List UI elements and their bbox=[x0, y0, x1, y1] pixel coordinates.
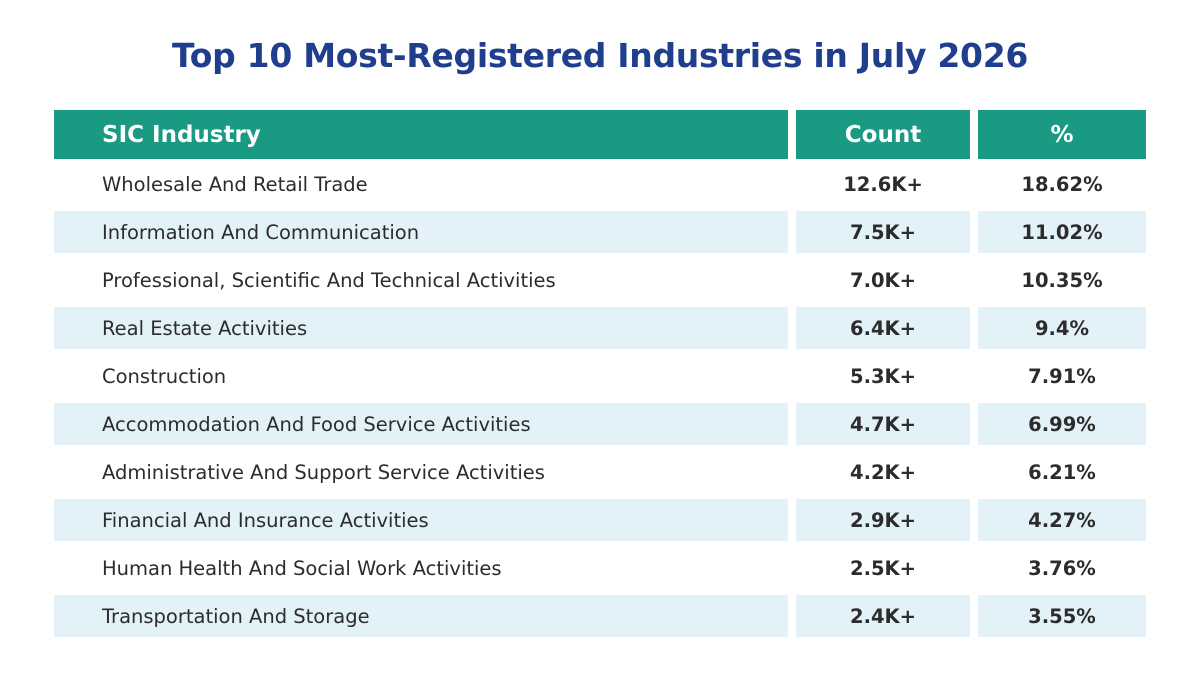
table-row: Wholesale And Retail Trade 12.6K+ 18.62% bbox=[54, 160, 1146, 208]
header-count: Count bbox=[796, 110, 970, 159]
percent-cell: 11.02% bbox=[978, 208, 1146, 256]
count-cell: 7.5K+ bbox=[796, 208, 970, 256]
count-cell: 6.4K+ bbox=[796, 304, 970, 352]
table-row: Administrative And Support Service Activ… bbox=[54, 448, 1146, 496]
percent-cell: 3.76% bbox=[1028, 556, 1096, 580]
table-row: Financial And Insurance Activities 2.9K+ 4… bbox=[54, 496, 1146, 544]
table-row: Real Estate Activities 6.4K+ 9.4% bbox=[54, 304, 1146, 352]
percent-cell: 18.62% bbox=[1021, 172, 1103, 196]
table-row: Construction 5.3K+ 7.91% bbox=[54, 352, 1146, 400]
percent-cell: 6.21% bbox=[1028, 460, 1096, 484]
industry-name-cell: Transportation And Storage bbox=[54, 592, 788, 640]
table-body: Wholesale And Retail Trade 12.6K+ 18.62% In… bbox=[54, 160, 1146, 640]
industry-name-cell: Information And Communication bbox=[54, 208, 788, 256]
industry-name-cell: Real Estate Activities bbox=[54, 304, 788, 352]
count-cell: 2.4K+ bbox=[796, 592, 970, 640]
industry-name-cell: Accommodation And Food Service Activitie… bbox=[54, 400, 788, 448]
percent-cell: 9.4% bbox=[978, 304, 1146, 352]
header-percent: % bbox=[978, 110, 1146, 159]
count-cell: 4.7K+ bbox=[796, 400, 970, 448]
count-cell: 12.6K+ bbox=[843, 172, 923, 196]
count-cell: 5.3K+ bbox=[850, 364, 916, 388]
table-header-row: SIC Industry Count % bbox=[54, 110, 1146, 159]
chart-title: Top 10 Most-Registered Industries in Jul… bbox=[171, 36, 1029, 75]
percent-cell: 7.91% bbox=[1028, 364, 1096, 388]
percent-cell: 6.99% bbox=[978, 400, 1146, 448]
count-cell: 2.5K+ bbox=[850, 556, 916, 580]
percent-cell: 10.35% bbox=[1021, 268, 1103, 292]
industry-name-cell: Financial And Insurance Activities bbox=[54, 496, 788, 544]
count-cell: 4.2K+ bbox=[850, 460, 916, 484]
industries-table: SIC Industry Count % Wholesale And Retai… bbox=[54, 110, 1146, 640]
table-row: Accommodation And Food Service Activitie… bbox=[54, 400, 1146, 448]
count-cell: 2.9K+ bbox=[796, 496, 970, 544]
industry-name-cell: Human Health And Social Work Activities bbox=[102, 556, 502, 580]
table-row: Professional, Scientific And Technical A… bbox=[54, 256, 1146, 304]
table-row: Human Health And Social Work Activities 2… bbox=[54, 544, 1146, 592]
table-row: Information And Communication 7.5K+ 11.02% bbox=[54, 208, 1146, 256]
table-row: Transportation And Storage 2.4K+ 3.55% bbox=[54, 592, 1146, 640]
industry-name-cell: Wholesale And Retail Trade bbox=[102, 172, 368, 196]
industry-name-cell: Construction bbox=[102, 364, 227, 388]
header-sic-industry: SIC Industry bbox=[54, 110, 788, 159]
industry-name-cell: Professional, Scientific And Technical A… bbox=[102, 268, 556, 292]
percent-cell: 4.27% bbox=[978, 496, 1146, 544]
count-cell: 7.0K+ bbox=[850, 268, 916, 292]
percent-cell: 3.55% bbox=[978, 592, 1146, 640]
industry-name-cell: Administrative And Support Service Activ… bbox=[102, 460, 545, 484]
